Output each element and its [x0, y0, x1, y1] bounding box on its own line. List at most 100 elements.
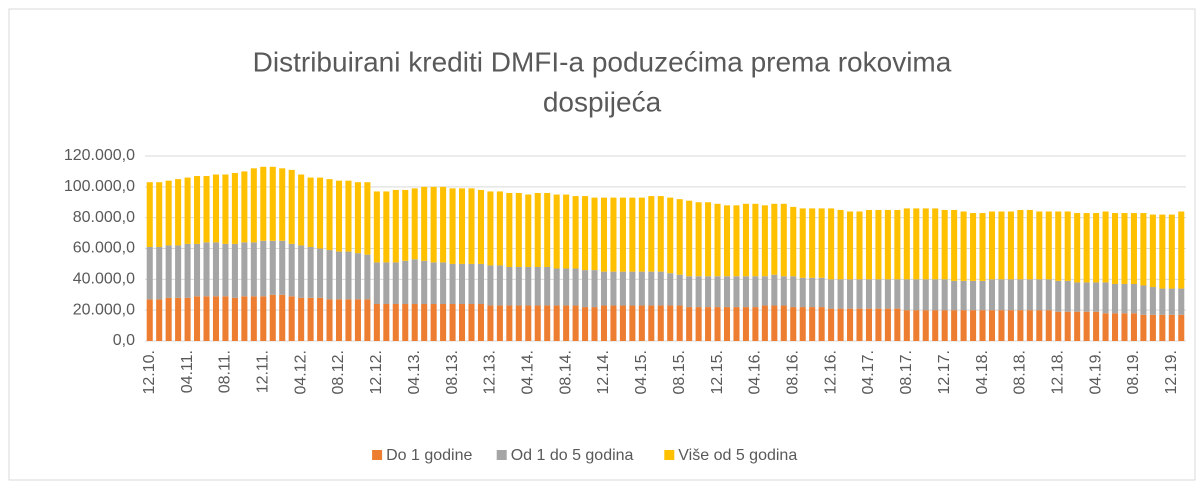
bar-segment	[913, 279, 920, 311]
bar-segment	[449, 263, 456, 304]
bar-segment	[951, 280, 958, 311]
bar-segment	[477, 189, 484, 264]
bar-segment	[1093, 311, 1100, 341]
bar-segment	[1111, 313, 1119, 341]
bar-segment	[392, 304, 399, 341]
bar-segment	[165, 245, 172, 298]
bar-segment	[1159, 214, 1166, 289]
bar-segment	[421, 260, 428, 304]
x-tick-label: 08.16.	[784, 350, 801, 394]
bar-segment	[269, 294, 276, 341]
bar-segment	[894, 279, 901, 309]
bar-segment	[932, 310, 939, 341]
bar-segment	[884, 308, 891, 341]
bar-segment	[1140, 213, 1147, 286]
bar-segment	[1149, 214, 1156, 288]
x-tick-label: 12.15.	[709, 350, 726, 394]
bar-segment	[1083, 282, 1090, 312]
bar-segment	[761, 276, 768, 306]
bar-segment	[1017, 209, 1024, 280]
bar-segment	[1064, 280, 1071, 312]
bar-segment	[875, 308, 882, 341]
bar-segment	[345, 299, 352, 341]
x-tick-label: 04.14.	[519, 350, 536, 394]
bar-segment	[146, 246, 153, 300]
bar-segment	[1036, 310, 1043, 341]
bar-segment	[1140, 314, 1147, 341]
bar-segment	[402, 304, 409, 341]
bar-segment	[752, 276, 759, 308]
bar-segment	[837, 279, 844, 309]
bar-segment	[1017, 310, 1024, 341]
bar-segment	[459, 188, 466, 264]
bar-segment	[440, 186, 447, 263]
bar-segment	[468, 304, 475, 341]
bar-segment	[894, 209, 901, 280]
bar-segment	[799, 208, 806, 278]
bar-segment	[156, 246, 163, 300]
bar-segment	[1017, 279, 1024, 311]
x-tick-label: 12.14.	[595, 350, 612, 394]
bar-segment	[212, 242, 220, 297]
bar-segment	[865, 209, 872, 280]
bar-segment	[1140, 285, 1147, 315]
bar-segment	[723, 307, 731, 341]
bar-segment	[1074, 213, 1081, 283]
bar-segment	[525, 305, 532, 341]
bar-segment	[487, 305, 494, 341]
bar-segment	[657, 196, 664, 272]
x-tick-label: 08.18.	[1012, 350, 1029, 394]
bar-segment	[742, 203, 749, 277]
bar-segment	[440, 304, 447, 341]
bar-segment	[449, 188, 456, 264]
chart-title: dospijeća	[543, 86, 662, 117]
bar-segment	[780, 305, 787, 341]
x-tick-label: 08.11.	[217, 350, 234, 393]
bar-segment	[146, 299, 153, 341]
bar-segment	[345, 251, 352, 300]
bar-segment	[165, 297, 172, 341]
bar-segment	[1045, 279, 1052, 311]
bar-segment	[269, 240, 276, 295]
y-tick-label: 100.000,0	[64, 178, 135, 195]
bar-segment	[534, 267, 541, 306]
bar-segment	[203, 242, 210, 297]
bar-segment	[988, 310, 996, 341]
bar-segment	[260, 166, 267, 241]
bar-segment	[184, 243, 191, 298]
x-tick-label: 12.11.	[255, 350, 272, 393]
legend-label: Do 1 godine	[386, 447, 472, 464]
bar-segment	[326, 299, 333, 341]
legend-label: Od 1 do 5 godina	[511, 447, 634, 464]
bar-segment	[335, 180, 343, 252]
bar-segment	[421, 304, 428, 341]
bar-segment	[203, 176, 210, 243]
bar-segment	[913, 310, 920, 341]
bar-segment	[563, 305, 570, 341]
bar-segment	[269, 166, 276, 241]
bar-segment	[279, 168, 286, 241]
bar-segment	[1168, 314, 1175, 341]
bar-segment	[260, 240, 267, 297]
bar-segment	[865, 279, 872, 309]
bar-segment	[1178, 288, 1185, 315]
bar-segment	[1074, 311, 1081, 341]
bar-segment	[742, 276, 749, 308]
bar-segment	[572, 196, 579, 269]
bar-segment	[1045, 310, 1052, 341]
x-tick-label: 12.13.	[482, 350, 499, 394]
bar-segment	[525, 267, 532, 306]
bar-segment	[1036, 211, 1043, 280]
bar-segment	[1159, 314, 1166, 341]
bar-segment	[468, 188, 475, 264]
bar-segment	[723, 205, 731, 277]
bar-segment	[1178, 211, 1185, 289]
legend-label: Više od 5 godina	[678, 447, 797, 464]
x-tick-label: 04.13.	[406, 350, 423, 394]
bar-segment	[1055, 211, 1062, 281]
bar-segment	[695, 307, 702, 341]
bar-segment	[553, 268, 560, 306]
bar-segment	[780, 276, 787, 306]
bar-segment	[733, 307, 740, 341]
bar-segment	[146, 182, 153, 247]
